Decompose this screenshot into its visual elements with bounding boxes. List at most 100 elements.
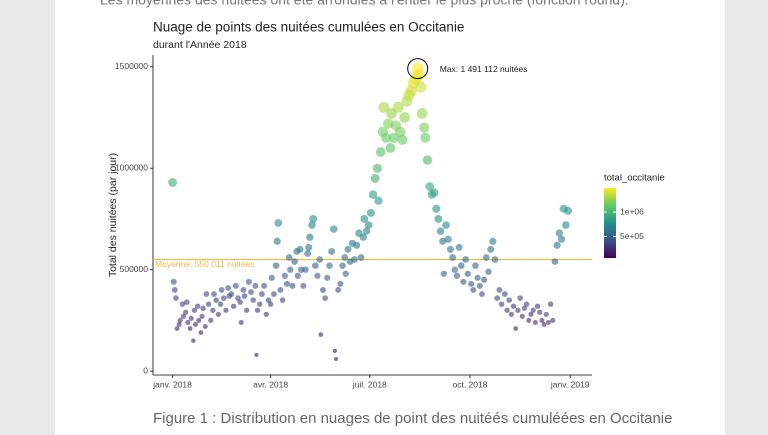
content-panel [55, 0, 725, 435]
point [187, 326, 193, 331]
point [188, 315, 194, 321]
point [440, 270, 448, 277]
point [259, 291, 265, 297]
point [324, 274, 331, 281]
point [176, 322, 182, 327]
point [555, 229, 564, 237]
point [543, 311, 549, 317]
point [211, 291, 217, 297]
point [442, 221, 450, 229]
point [272, 262, 280, 269]
chart-title: Nuage de points des nuitées cumulées en … [153, 20, 464, 35]
point [419, 122, 430, 133]
point [429, 188, 439, 197]
point [228, 291, 235, 297]
point [375, 147, 386, 157]
point [388, 132, 399, 143]
point [553, 241, 561, 249]
point [455, 243, 463, 251]
point [248, 289, 254, 295]
point [220, 295, 227, 301]
point [489, 237, 497, 245]
point [436, 227, 445, 235]
point [519, 313, 525, 319]
y-tick-label: 1000000 [115, 162, 148, 172]
point [550, 317, 556, 323]
colorbar-label: 5e+05 [620, 231, 644, 241]
point [250, 297, 257, 303]
point [381, 132, 392, 143]
point [238, 319, 244, 325]
point [170, 278, 177, 285]
point [523, 301, 530, 307]
legend-title: total_occitanie [604, 173, 665, 184]
x-tick-label: avr. 2018 [253, 379, 288, 389]
point [257, 301, 263, 307]
point [359, 233, 367, 241]
point [451, 266, 458, 273]
top-text: Les moyennes des nuitées ont été arrondi… [100, 0, 629, 8]
point [416, 108, 428, 119]
point [370, 173, 380, 183]
point [510, 303, 517, 309]
point [468, 280, 475, 287]
point [472, 262, 479, 269]
point [168, 178, 178, 187]
point [215, 311, 221, 317]
point [378, 101, 390, 113]
point [481, 276, 488, 283]
point [208, 317, 214, 323]
point [526, 317, 532, 323]
point [517, 295, 523, 301]
y-tick-label: 1500000 [115, 61, 148, 71]
point [364, 221, 373, 229]
point [368, 190, 378, 199]
point [397, 134, 408, 145]
point [193, 322, 198, 327]
point [179, 301, 186, 307]
point [194, 303, 201, 309]
point [225, 284, 232, 291]
point [513, 326, 519, 331]
colorbar [604, 188, 616, 258]
point [330, 225, 338, 233]
point [545, 319, 551, 325]
point [446, 245, 454, 253]
point [281, 272, 288, 279]
point [177, 317, 183, 323]
point [332, 348, 338, 353]
chart-subtitle: durant l'Année 2018 [153, 39, 247, 51]
point [339, 262, 346, 269]
point [277, 287, 284, 293]
point [551, 258, 559, 265]
point [449, 254, 456, 261]
point [334, 356, 339, 361]
point [530, 307, 536, 313]
point [539, 317, 545, 323]
point [268, 274, 275, 281]
point [267, 301, 274, 307]
point [547, 301, 554, 307]
point [425, 182, 435, 191]
point [205, 301, 212, 307]
point [218, 287, 225, 293]
point [223, 307, 229, 313]
point [351, 256, 358, 263]
point [261, 282, 268, 289]
point [344, 245, 352, 253]
point [366, 208, 375, 217]
point [283, 280, 291, 287]
point [537, 309, 543, 315]
point [326, 262, 333, 269]
point [180, 313, 187, 319]
point [392, 101, 404, 113]
point [232, 282, 239, 289]
point [241, 293, 248, 299]
point [399, 112, 410, 123]
mean-label: Moyenne: 550 011 nuitées [155, 259, 255, 269]
point [335, 287, 342, 293]
point [563, 206, 573, 215]
point [515, 307, 521, 313]
point [319, 287, 326, 293]
